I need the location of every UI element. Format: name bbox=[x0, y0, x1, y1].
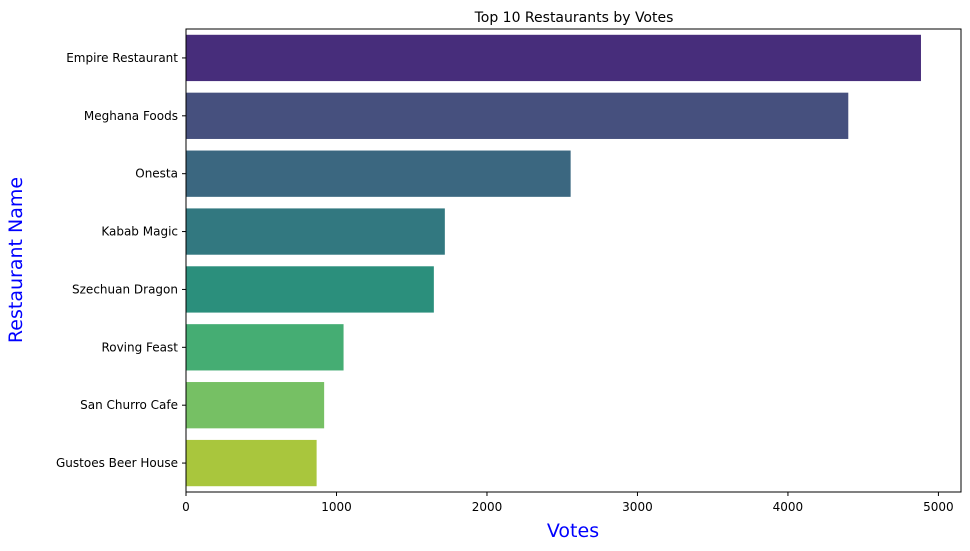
y-axis-label: Restaurant Name bbox=[5, 177, 27, 343]
chart-title: Top 10 Restaurants by Votes bbox=[474, 10, 674, 26]
x-tick-label: 1000 bbox=[321, 500, 352, 514]
y-tick-label: San Churro Cafe bbox=[80, 398, 178, 412]
x-tick-label: 5000 bbox=[923, 500, 954, 514]
x-tick-label: 2000 bbox=[472, 500, 503, 514]
x-tick-group: 0 1000 2000 3000 4000 5000 bbox=[182, 492, 954, 514]
bar-kabab-magic bbox=[186, 208, 445, 255]
y-tick-label: Szechuan Dragon bbox=[72, 282, 178, 296]
y-tick-label: Gustoes Beer House bbox=[56, 456, 178, 470]
x-tick-label: 0 bbox=[182, 500, 190, 514]
y-tick-label: Meghana Foods bbox=[84, 109, 178, 123]
y-tick-label: Empire Restaurant bbox=[66, 51, 178, 65]
y-tick-label: Kabab Magic bbox=[101, 225, 178, 239]
plot-frame bbox=[185, 28, 962, 493]
bar-san-churro-cafe bbox=[186, 382, 325, 429]
bar-meghana-foods bbox=[186, 92, 849, 139]
x-tick-label: 3000 bbox=[622, 500, 653, 514]
bar-gustoes-beer-house bbox=[186, 439, 317, 487]
bars-group bbox=[186, 34, 921, 487]
bar-onesta bbox=[186, 150, 571, 197]
x-axis-label: Votes bbox=[547, 520, 599, 542]
y-tick-label: Roving Feast bbox=[101, 340, 178, 354]
bar-empire-restaurant bbox=[186, 34, 921, 82]
y-tick-label: Onesta bbox=[135, 167, 178, 181]
x-tick-label: 4000 bbox=[773, 500, 804, 514]
bar-roving-feast bbox=[186, 324, 344, 371]
y-tick-group: Empire Restaurant Meghana Foods Onesta Kaba… bbox=[56, 51, 186, 470]
bar-szechuan-dragon bbox=[186, 266, 434, 313]
